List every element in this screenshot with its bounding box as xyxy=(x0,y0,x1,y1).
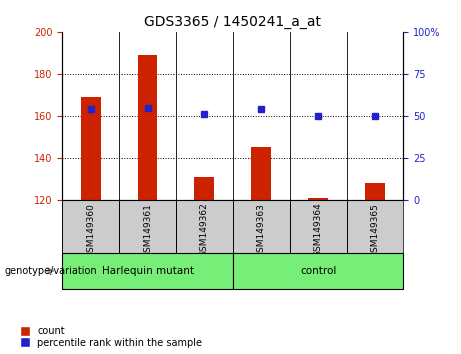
Text: GSM149365: GSM149365 xyxy=(371,202,379,258)
Text: GSM149363: GSM149363 xyxy=(257,202,266,258)
Text: GSM149360: GSM149360 xyxy=(86,202,95,258)
Bar xyxy=(176,200,233,253)
Bar xyxy=(347,200,403,253)
Text: GSM149362: GSM149362 xyxy=(200,202,209,257)
Bar xyxy=(233,200,290,253)
Bar xyxy=(81,97,100,200)
Bar xyxy=(62,253,233,289)
Legend: count, percentile rank within the sample: count, percentile rank within the sample xyxy=(19,325,203,349)
Text: genotype/variation: genotype/variation xyxy=(5,266,97,276)
Bar xyxy=(365,183,385,200)
Bar xyxy=(195,177,214,200)
Bar xyxy=(119,200,176,253)
Bar xyxy=(251,148,271,200)
Text: Harlequin mutant: Harlequin mutant xyxy=(101,266,194,276)
Text: GSM149361: GSM149361 xyxy=(143,202,152,258)
Bar xyxy=(233,253,403,289)
Bar xyxy=(62,200,119,253)
Bar xyxy=(137,55,158,200)
Text: GSM149364: GSM149364 xyxy=(313,202,323,257)
Text: control: control xyxy=(300,266,336,276)
Bar xyxy=(308,198,328,200)
Bar xyxy=(290,200,347,253)
Title: GDS3365 / 1450241_a_at: GDS3365 / 1450241_a_at xyxy=(144,16,321,29)
